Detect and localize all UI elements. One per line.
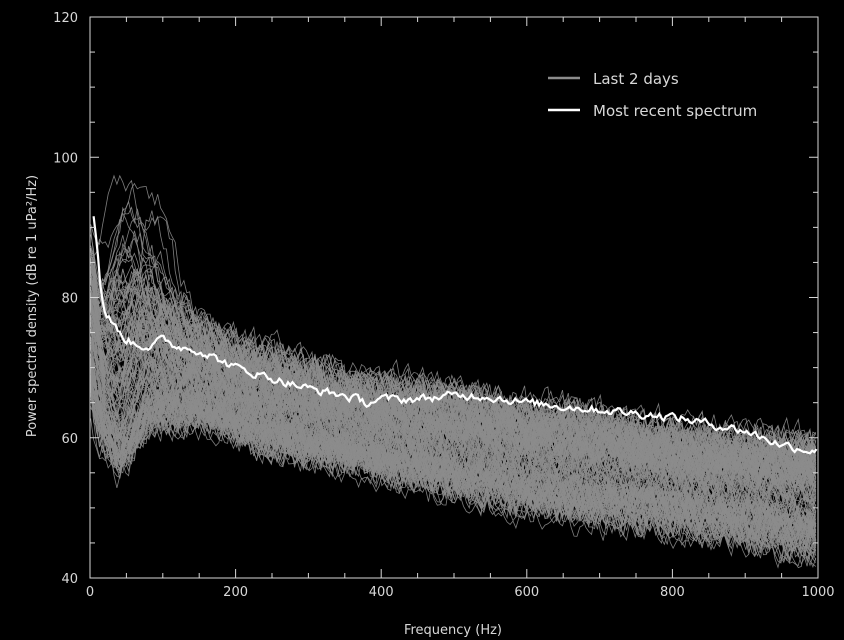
legend-label-most-recent: Most recent spectrum bbox=[593, 102, 757, 120]
x-axis-label: Frequency (Hz) bbox=[404, 623, 502, 638]
history-spectrum-line bbox=[90, 314, 816, 503]
x-tick-label: 200 bbox=[223, 585, 248, 600]
y-tick-label: 100 bbox=[53, 151, 78, 166]
x-tick-label: 400 bbox=[369, 585, 394, 600]
y-tick-label: 60 bbox=[61, 432, 78, 447]
history-spectra-group bbox=[90, 174, 817, 569]
history-spectrum-line bbox=[90, 206, 817, 463]
recent-spectrum-group bbox=[92, 216, 818, 455]
history-spectrum-line bbox=[90, 363, 816, 529]
history-spectrum-line bbox=[90, 283, 817, 549]
y-tick-label: 40 bbox=[61, 572, 78, 587]
history-spectrum-line bbox=[90, 342, 817, 549]
legend: Last 2 days Most recent spectrum bbox=[548, 70, 757, 120]
y-tick-label: 80 bbox=[61, 292, 78, 307]
history-spectrum-line bbox=[90, 286, 817, 532]
axes-group: 0 200 400 600 800 1000 40 60 80 100 120 bbox=[53, 11, 834, 600]
history-spectrum-line bbox=[90, 284, 816, 489]
y-axis-label: Power spectral density (dB re 1 uPa²/Hz) bbox=[25, 175, 40, 437]
history-spectrum-line bbox=[90, 289, 817, 471]
history-spectrum-line bbox=[90, 341, 817, 518]
x-tick-label: 600 bbox=[514, 585, 539, 600]
history-spectrum-line bbox=[90, 296, 817, 497]
history-spectrum-line bbox=[90, 321, 817, 490]
history-spectrum-line bbox=[90, 344, 817, 558]
history-spectrum-line bbox=[90, 252, 817, 460]
x-tick-label: 800 bbox=[660, 585, 685, 600]
history-spectrum-line bbox=[90, 307, 816, 490]
x-tick-label: 0 bbox=[86, 585, 94, 600]
history-spectrum-line bbox=[90, 402, 817, 567]
legend-label-last-2-days: Last 2 days bbox=[593, 70, 679, 88]
history-spectrum-line bbox=[90, 315, 817, 503]
x-tick-label: 1000 bbox=[801, 585, 834, 600]
y-tick-label: 120 bbox=[53, 11, 78, 26]
history-spectrum-line bbox=[90, 267, 817, 481]
history-spectrum-line bbox=[90, 256, 816, 471]
most-recent-spectrum-line bbox=[92, 216, 818, 455]
history-spectrum-line bbox=[90, 362, 817, 535]
